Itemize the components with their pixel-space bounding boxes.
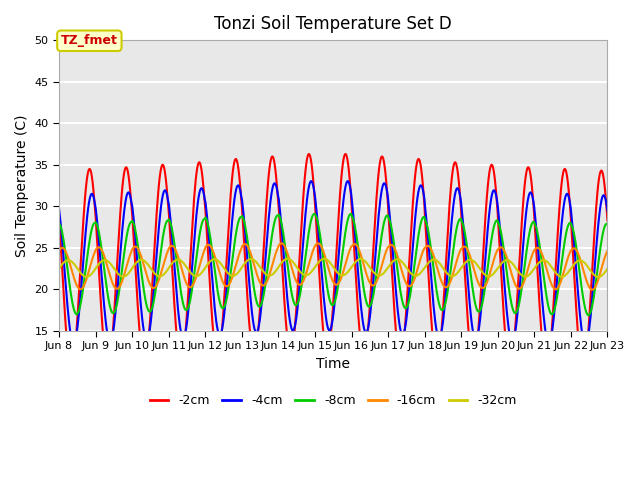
Line: -32cm: -32cm: [59, 259, 607, 277]
Y-axis label: Soil Temperature (C): Soil Temperature (C): [15, 114, 29, 257]
-32cm: [604, 266, 611, 272]
-2cm: [401, 329, 408, 335]
-8cm: [417, 221, 424, 227]
-2cm: [55, 216, 63, 222]
-8cm: [311, 211, 319, 217]
-16cm: [604, 248, 611, 254]
-4cm: [122, 199, 129, 204]
-16cm: [401, 276, 408, 282]
Legend: -2cm, -4cm, -8cm, -16cm, -32cm: -2cm, -4cm, -8cm, -16cm, -32cm: [145, 389, 522, 412]
-16cm: [417, 255, 424, 261]
-8cm: [65, 277, 73, 283]
-32cm: [401, 262, 408, 268]
-16cm: [122, 267, 129, 273]
-4cm: [55, 206, 63, 212]
-4cm: [177, 330, 185, 336]
-4cm: [604, 208, 611, 214]
-2cm: [604, 217, 611, 223]
-32cm: [417, 270, 424, 276]
-2cm: [177, 359, 185, 364]
-8cm: [55, 220, 63, 226]
-8cm: [177, 290, 185, 296]
-4cm: [308, 179, 316, 184]
-16cm: [177, 264, 185, 270]
-16cm: [206, 243, 214, 249]
-8cm: [122, 241, 129, 247]
-8cm: [604, 221, 611, 227]
-32cm: [595, 274, 602, 280]
-32cm: [284, 256, 292, 262]
-2cm: [122, 165, 129, 171]
Text: TZ_fmet: TZ_fmet: [61, 34, 118, 47]
-2cm: [65, 358, 73, 363]
-32cm: [122, 273, 129, 279]
-16cm: [278, 240, 285, 246]
Line: -4cm: -4cm: [59, 181, 607, 345]
X-axis label: Time: Time: [316, 357, 350, 371]
-32cm: [177, 258, 185, 264]
-4cm: [206, 250, 214, 256]
Line: -8cm: -8cm: [59, 214, 607, 315]
-32cm: [55, 265, 63, 271]
-16cm: [65, 258, 73, 264]
-2cm: [417, 162, 424, 168]
-4cm: [417, 182, 424, 188]
-4cm: [65, 319, 73, 324]
-8cm: [206, 233, 214, 239]
Title: Tonzi Soil Temperature Set D: Tonzi Soil Temperature Set D: [214, 15, 452, 33]
-32cm: [206, 259, 214, 264]
-2cm: [206, 285, 214, 291]
-2cm: [305, 151, 313, 157]
-16cm: [55, 248, 63, 253]
-32cm: [65, 257, 73, 263]
-8cm: [584, 312, 592, 318]
-8cm: [401, 305, 408, 311]
-16cm: [588, 287, 596, 293]
Line: -16cm: -16cm: [59, 243, 607, 290]
-4cm: [401, 327, 408, 333]
-2cm: [579, 367, 587, 373]
Line: -2cm: -2cm: [59, 154, 607, 370]
-4cm: [582, 342, 589, 348]
